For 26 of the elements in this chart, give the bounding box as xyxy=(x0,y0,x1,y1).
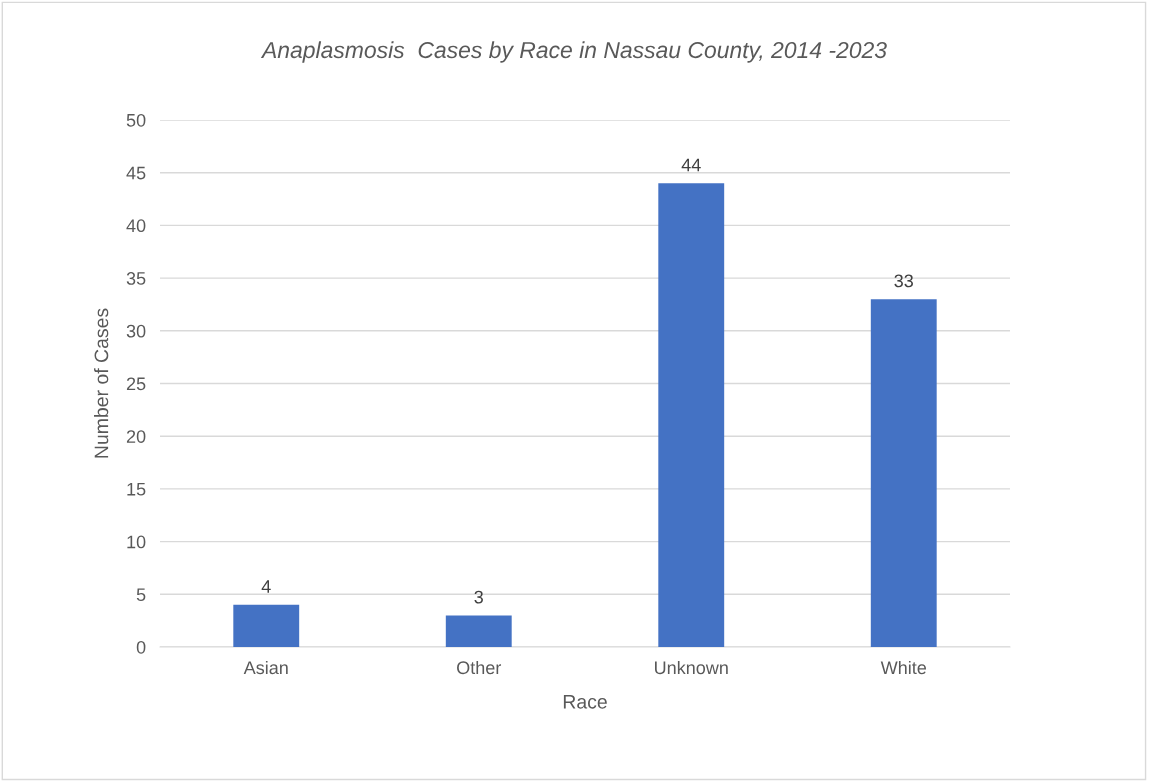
y-tick-label: 40 xyxy=(126,219,146,233)
x-tick-label: Unknown xyxy=(655,660,728,675)
data-label: 4 xyxy=(261,580,271,593)
data-label: 33 xyxy=(894,274,913,288)
y-tick-label: 50 xyxy=(126,113,146,127)
bar xyxy=(870,299,937,647)
bar xyxy=(658,183,725,647)
y-tick-label: 20 xyxy=(126,430,146,443)
y-tick-label: 5 xyxy=(136,588,146,602)
y-tick-label: 10 xyxy=(127,535,146,549)
data-label: 3 xyxy=(474,590,483,604)
data-label: 44 xyxy=(681,158,701,172)
y-tick-label: 30 xyxy=(126,324,146,338)
bar xyxy=(445,615,512,647)
chart-title: Anaplasmosis Cases by Race in Nassau County, 2014 -2023 xyxy=(260,41,887,63)
x-axis-title: Race xyxy=(563,695,607,709)
y-axis-title: Number of Cases xyxy=(94,308,109,458)
y-tick-label: 0 xyxy=(136,640,146,654)
x-tick-label: Asian xyxy=(243,660,288,675)
x-tick-label: White xyxy=(880,660,927,675)
y-tick-label: 45 xyxy=(126,166,146,180)
y-tick-label: 35 xyxy=(126,272,146,285)
x-tick-label: Other xyxy=(457,660,502,675)
bar xyxy=(233,604,300,647)
y-tick-label: 15 xyxy=(127,483,146,496)
y-tick-label: 25 xyxy=(126,377,146,391)
